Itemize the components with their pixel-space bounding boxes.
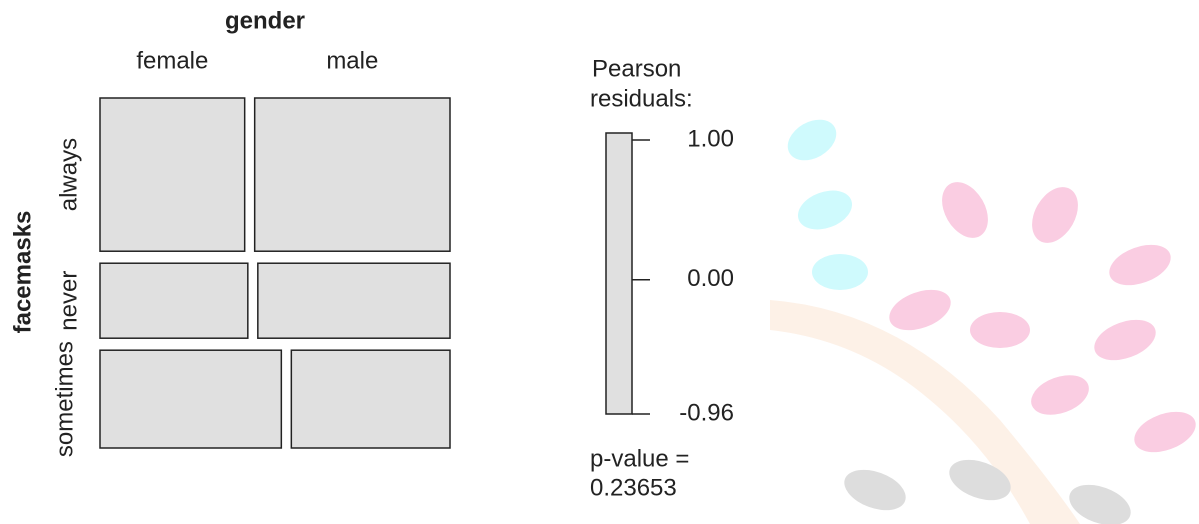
- mosaic-cell: [255, 98, 450, 251]
- legend-title: residuals:: [590, 85, 693, 112]
- chart: gender facemasks Pearson residuals: p-va…: [0, 0, 1199, 524]
- y-tick-label: never: [55, 271, 82, 331]
- mosaic-cell: [100, 263, 248, 338]
- x-tick-label: female: [136, 47, 208, 74]
- legend-tick-label: -0.96: [679, 399, 734, 426]
- y-tick-label: sometimes: [51, 341, 78, 457]
- x-axis-label: gender: [225, 7, 305, 34]
- legend-bar: [606, 133, 632, 414]
- mosaic-cell: [258, 263, 450, 338]
- mosaic-cell: [291, 350, 450, 448]
- p-value: 0.23653: [590, 474, 677, 501]
- legend-title: Pearson: [592, 55, 681, 82]
- y-tick-label: always: [55, 138, 82, 211]
- mosaic-cell: [100, 98, 245, 251]
- mosaic-cell: [100, 350, 281, 448]
- x-tick-label: male: [326, 47, 378, 74]
- legend-tick-label: 1.00: [687, 125, 734, 152]
- y-axis-label: facemasks: [9, 211, 36, 334]
- p-value-label: p-value =: [590, 445, 689, 472]
- legend-tick-label: 0.00: [687, 265, 734, 292]
- watermark: [770, 111, 1199, 524]
